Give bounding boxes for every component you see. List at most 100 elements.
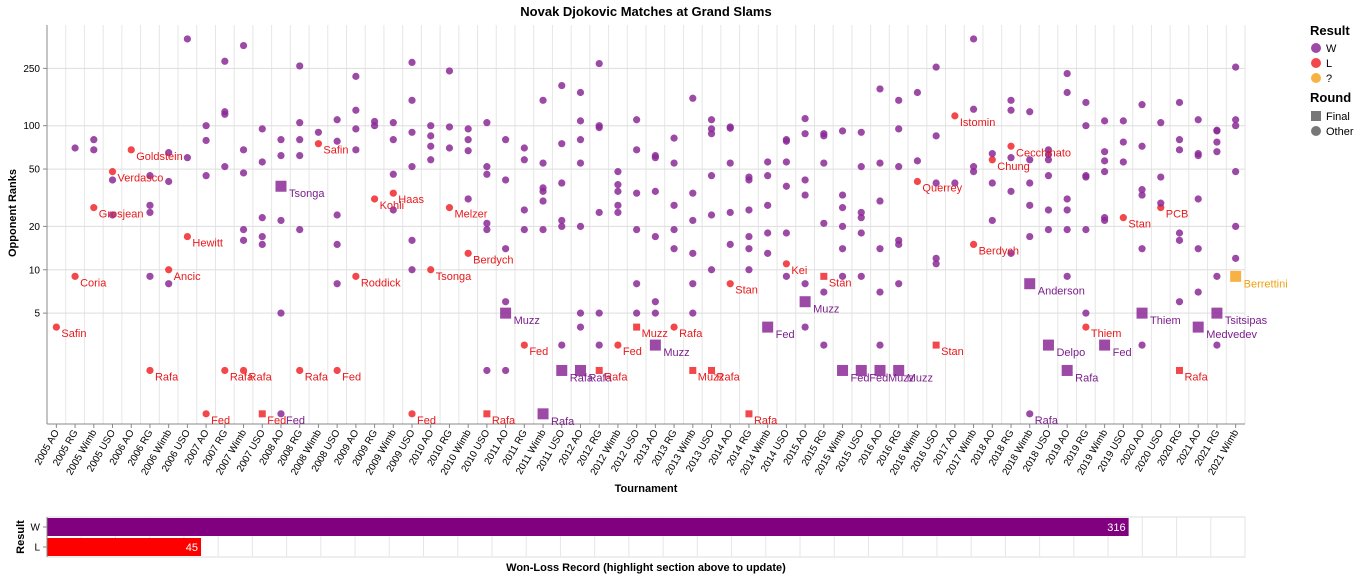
- match-point[interactable]: [1007, 187, 1015, 195]
- match-point[interactable]: [1007, 249, 1015, 257]
- match-point[interactable]: [801, 176, 809, 184]
- match-point[interactable]: [838, 204, 847, 212]
- match-point[interactable]: [820, 341, 828, 349]
- match-point[interactable]: [502, 245, 510, 253]
- match-point[interactable]: [277, 410, 285, 418]
- match-point[interactable]: [764, 172, 772, 180]
- match-point[interactable]: [670, 201, 678, 209]
- match-point[interactable]: [782, 272, 790, 280]
- match-point[interactable]: [988, 156, 996, 164]
- match-point[interactable]: [502, 176, 510, 184]
- final-match-point[interactable]: [1042, 339, 1054, 351]
- match-point[interactable]: [1232, 116, 1240, 124]
- match-point[interactable]: [539, 96, 547, 104]
- match-point[interactable]: [670, 159, 678, 167]
- match-point[interactable]: [1232, 168, 1240, 176]
- match-point[interactable]: [651, 152, 659, 160]
- match-point[interactable]: [277, 216, 285, 225]
- match-point[interactable]: [258, 158, 266, 166]
- match-point[interactable]: [782, 158, 790, 166]
- match-point[interactable]: [932, 132, 940, 140]
- match-point[interactable]: [595, 309, 603, 317]
- match-point[interactable]: [1194, 116, 1202, 124]
- match-point[interactable]: [1232, 63, 1240, 71]
- match-point[interactable]: [633, 116, 641, 124]
- match-point[interactable]: [876, 341, 884, 349]
- match-point[interactable]: [820, 159, 828, 167]
- match-point[interactable]: [408, 236, 416, 244]
- match-point[interactable]: [895, 163, 903, 171]
- match-point[interactable]: [165, 149, 173, 157]
- match-point[interactable]: [857, 208, 865, 217]
- final-match-point[interactable]: [275, 180, 287, 192]
- match-point[interactable]: [483, 219, 491, 227]
- match-point[interactable]: [389, 206, 397, 214]
- match-point[interactable]: [1232, 254, 1240, 262]
- match-point[interactable]: [876, 288, 884, 296]
- match-point[interactable]: [1063, 88, 1071, 97]
- match-point[interactable]: [726, 240, 734, 248]
- match-point[interactable]: [483, 163, 491, 171]
- match-point[interactable]: [1101, 157, 1109, 165]
- match-point[interactable]: [1101, 117, 1109, 125]
- match-point[interactable]: [1175, 236, 1184, 244]
- match-point[interactable]: [1044, 146, 1053, 154]
- match-point[interactable]: [782, 182, 790, 190]
- match-point[interactable]: [1101, 148, 1109, 156]
- match-point[interactable]: [1138, 186, 1146, 194]
- match-point[interactable]: [296, 366, 304, 375]
- match-point[interactable]: [558, 341, 566, 349]
- match-point[interactable]: [1138, 341, 1146, 349]
- match-point[interactable]: [576, 323, 585, 331]
- match-point[interactable]: [90, 204, 98, 212]
- match-point[interactable]: [352, 146, 360, 154]
- match-point[interactable]: [801, 115, 809, 123]
- match-point[interactable]: [1044, 206, 1053, 214]
- match-point[interactable]: [389, 119, 397, 127]
- match-point[interactable]: [801, 191, 809, 199]
- match-point[interactable]: [1026, 410, 1034, 418]
- match-point[interactable]: [127, 146, 135, 154]
- match-point[interactable]: [183, 232, 191, 241]
- match-point[interactable]: [633, 146, 641, 154]
- match-point[interactable]: [239, 41, 248, 50]
- final-match-point[interactable]: [258, 410, 266, 418]
- match-point[interactable]: [464, 195, 472, 203]
- match-point[interactable]: [689, 216, 697, 225]
- match-point[interactable]: [670, 226, 678, 234]
- match-point[interactable]: [595, 59, 603, 68]
- match-point[interactable]: [876, 245, 884, 253]
- match-point[interactable]: [464, 136, 472, 144]
- final-match-point[interactable]: [932, 341, 940, 349]
- match-point[interactable]: [90, 136, 98, 144]
- match-point[interactable]: [202, 410, 210, 418]
- match-point[interactable]: [333, 116, 341, 124]
- match-point[interactable]: [352, 106, 360, 114]
- match-point[interactable]: [838, 191, 847, 199]
- final-match-point[interactable]: [708, 366, 716, 374]
- match-point[interactable]: [165, 280, 173, 288]
- match-point[interactable]: [1082, 122, 1090, 130]
- match-point[interactable]: [857, 163, 865, 171]
- match-point[interactable]: [296, 136, 304, 144]
- match-point[interactable]: [1007, 96, 1015, 104]
- final-match-point[interactable]: [1192, 321, 1204, 333]
- match-point[interactable]: [258, 232, 266, 241]
- match-point[interactable]: [146, 272, 154, 280]
- match-point[interactable]: [707, 116, 716, 124]
- match-point[interactable]: [895, 125, 903, 133]
- match-point[interactable]: [1044, 156, 1053, 164]
- match-point[interactable]: [165, 177, 173, 186]
- match-point[interactable]: [969, 240, 978, 248]
- final-match-point[interactable]: [483, 410, 491, 418]
- match-point[interactable]: [558, 222, 566, 230]
- final-match-point[interactable]: [689, 366, 697, 374]
- match-point[interactable]: [502, 366, 510, 375]
- match-point[interactable]: [427, 132, 435, 140]
- match-point[interactable]: [726, 159, 734, 167]
- match-point[interactable]: [1063, 272, 1071, 280]
- match-point[interactable]: [932, 63, 940, 71]
- match-point[interactable]: [913, 177, 922, 186]
- match-point[interactable]: [576, 309, 585, 317]
- match-point[interactable]: [689, 189, 697, 197]
